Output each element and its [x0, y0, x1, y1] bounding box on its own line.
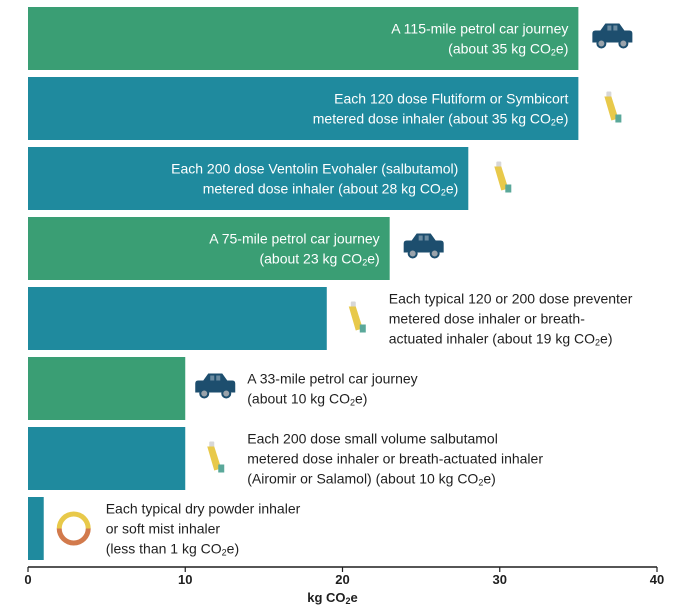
bar-label-line: or soft mist inhaler	[106, 521, 221, 537]
bar-label-line: (about 35 kg CO2e)	[448, 41, 568, 58]
car-bar	[28, 7, 579, 70]
dry-powder-inhaler-icon	[56, 511, 91, 546]
dpi-centre	[62, 517, 85, 540]
car-wheel	[429, 248, 440, 259]
inhaler-bar	[28, 497, 44, 560]
inhaler-mouthpiece	[218, 464, 225, 473]
bar-label: Each typical dry powder inhaler or soft m…	[106, 501, 301, 558]
inhaler-icon	[348, 301, 366, 333]
inhaler-body	[207, 446, 222, 471]
car-window	[424, 235, 429, 241]
bar-label: A 75-mile petrol car journey (about 23 kg…	[209, 231, 379, 268]
car-body	[592, 23, 633, 43]
car-bar	[28, 357, 186, 420]
car-window	[210, 375, 215, 381]
dpi-top	[56, 511, 91, 529]
inhaler-canister	[350, 301, 356, 308]
car-body	[403, 233, 444, 253]
bar-label: A 115-mile petrol car journey (about 35 k…	[391, 21, 568, 58]
x-tick-label: 0	[24, 572, 31, 587]
inhaler-mouthpiece	[505, 184, 512, 193]
bar-label-line: (about 23 kg CO2e)	[259, 251, 379, 268]
car-window	[216, 375, 221, 381]
x-tick-label: 10	[178, 572, 192, 587]
inhaler-bar	[28, 287, 327, 350]
bar-label-line: Each typical dry powder inhaler	[106, 501, 301, 517]
inhaler-body	[604, 96, 619, 121]
inhaler-canister	[606, 91, 612, 98]
inhaler-icon	[604, 91, 622, 123]
bar-label-line: actuated inhaler (about 19 kg CO2e)	[389, 331, 613, 348]
car-icon	[592, 23, 633, 49]
car-wheel	[407, 248, 418, 259]
bar-label-line: (Airomir or Salamol) (about 10 kg CO2e)	[247, 471, 496, 488]
bar-label-line: metered dose inhaler or breath-	[389, 311, 585, 327]
car-bar	[28, 217, 390, 280]
bar-label-line: metered dose inhaler (about 35 kg CO2e)	[313, 111, 569, 128]
bar-label-line: A 75-mile petrol car journey	[209, 231, 379, 247]
car-wheel	[596, 38, 607, 49]
car-window	[418, 235, 423, 241]
car-wheel	[199, 388, 210, 399]
bar-label-line: Each 200 dose Ventolin Evohaler (salbuta…	[171, 161, 458, 177]
inhaler-mouthpiece	[615, 114, 622, 123]
bar-label: Each typical 120 or 200 dose preventer me…	[389, 291, 633, 348]
car-window	[613, 25, 618, 31]
inhaler-canister	[496, 161, 502, 168]
bar-label: Each 200 dose small volume salbutamol met…	[247, 431, 543, 488]
bar-label-line: metered dose inhaler or breath-actuated …	[247, 451, 543, 467]
inhaler-bar	[28, 147, 469, 210]
bar-label-line: A 33-mile petrol car journey	[247, 371, 417, 387]
inhaler-canister	[209, 441, 215, 448]
x-axis-title: kg CO2e	[307, 590, 358, 606]
bar-label-line: Each 120 dose Flutiform or Symbicort	[334, 91, 568, 107]
dpi-bottom	[56, 528, 91, 546]
inhaler-bar	[28, 77, 579, 140]
car-icon	[403, 233, 444, 259]
bar-label: Each 120 dose Flutiform or Symbicort mete…	[313, 91, 569, 128]
x-tick-label: 40	[650, 572, 664, 587]
bar-label-line: (less than 1 kg CO2e)	[106, 541, 239, 558]
car-icon	[195, 373, 236, 399]
bar-label: Each 200 dose Ventolin Evohaler (salbuta…	[171, 161, 458, 198]
bar-label-line: metered dose inhaler (about 28 kg CO2e)	[203, 181, 459, 198]
x-tick-label: 30	[493, 572, 507, 587]
inhaler-body	[494, 166, 509, 191]
inhaler-body	[348, 306, 363, 331]
car-wheel	[221, 388, 232, 399]
car-window	[607, 25, 612, 31]
bar-label-line: Each typical 120 or 200 dose preventer	[389, 291, 633, 307]
bar-label-line: Each 200 dose small volume salbutamol	[247, 431, 498, 447]
car-body	[195, 373, 236, 393]
inhaler-bar	[28, 427, 186, 490]
car-wheel	[618, 38, 629, 49]
x-tick-label: 20	[335, 572, 349, 587]
inhaler-mouthpiece	[359, 324, 366, 333]
inhaler-icon	[207, 441, 225, 473]
inhaler-icon	[494, 161, 512, 193]
bar-label: A 33-mile petrol car journey (about 10 kg…	[247, 371, 417, 408]
bar-label-line: A 115-mile petrol car journey	[391, 21, 568, 37]
bar-label-line: (about 10 kg CO2e)	[247, 391, 367, 408]
